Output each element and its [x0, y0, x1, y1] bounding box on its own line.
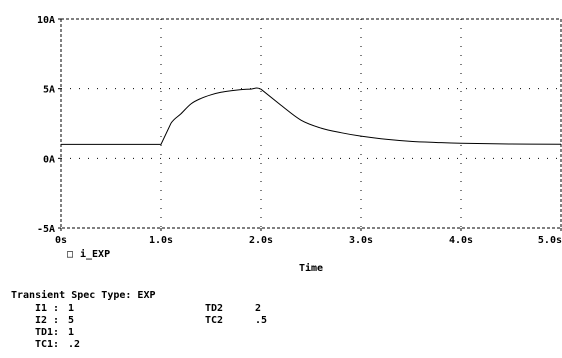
- legend-marker: □: [67, 249, 73, 260]
- spec-param-left-value: 1: [68, 303, 75, 314]
- x-tick-labels: 0s 1.0s 2.0s 3.0s 4.0s 5.0s: [55, 235, 562, 246]
- x-tick-label: 1.0s: [149, 235, 173, 246]
- spec-param-right-value: 2: [255, 303, 262, 314]
- ticks: [58, 18, 562, 231]
- legend-label: i_EXP: [80, 248, 110, 260]
- spec-param-right-value: .5: [255, 315, 268, 326]
- spec-param-left-key: I1 :: [35, 303, 60, 314]
- chart-area: -5A 0A 5A 10A 0s 1.0s 2.0s 3.0s 4.0s 5.0s □ i_EX…: [37, 15, 562, 274]
- spec-param-left-value: 5: [68, 315, 75, 326]
- y-tick-label: 10A: [37, 15, 55, 26]
- y-tick-label: 5A: [43, 85, 55, 96]
- series-line-i-exp: [61, 87, 562, 145]
- spec-param-left-value: .2: [68, 339, 81, 350]
- y-tick-label: -5A: [37, 224, 55, 235]
- spec-param-left-key: TD1:: [35, 327, 60, 338]
- spec-param-right-key: TC2: [205, 315, 224, 326]
- x-axis-label: Time: [299, 262, 323, 274]
- spec-param-left-key: I2 :: [35, 315, 60, 326]
- spec-title: Transient Spec Type: EXP: [11, 290, 156, 301]
- legend: □ i_EXP: [67, 248, 110, 260]
- x-tick-label: 4.0s: [449, 235, 473, 246]
- grid: [61, 19, 561, 228]
- x-tick-label: 0s: [55, 235, 67, 246]
- spec-param-left-value: 1: [68, 327, 75, 338]
- plot-frame: [60, 18, 562, 229]
- spec-param-right-key: TD2: [205, 303, 224, 314]
- y-tick-label: 0A: [43, 154, 55, 165]
- x-tick-label: 2.0s: [249, 235, 273, 246]
- x-tick-label: 3.0s: [349, 235, 373, 246]
- x-tick-label: 5.0s: [538, 235, 562, 246]
- spec-param-left-key: TC1:: [35, 339, 60, 350]
- y-tick-labels: -5A 0A 5A 10A: [37, 15, 55, 235]
